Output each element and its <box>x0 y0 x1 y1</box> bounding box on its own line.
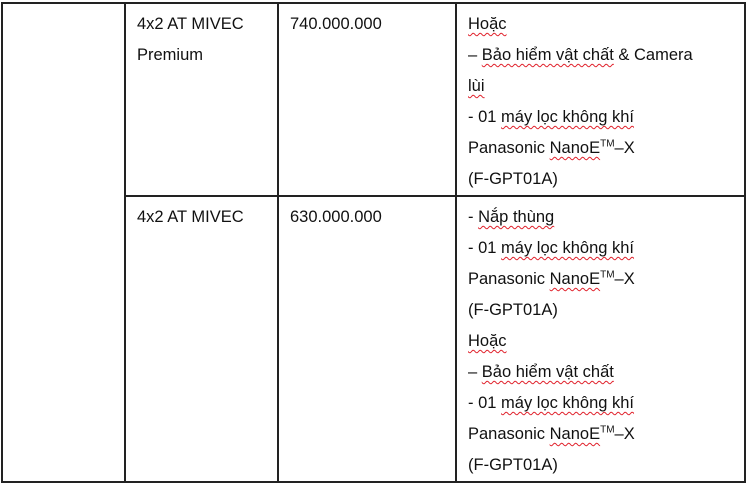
offer-text: Panasonic <box>468 270 550 288</box>
offer-text: - 01 <box>468 239 502 257</box>
offer-line: (F-GPT01A) <box>468 295 734 326</box>
version-text: 4x2 AT MIVEC <box>137 208 244 226</box>
offer-text: Hoặc <box>468 332 507 350</box>
offer-line: Panasonic NanoETM–X <box>468 133 734 164</box>
offer-text: máy lọc không khí <box>501 108 635 126</box>
offer-text: Panasonic <box>468 139 550 157</box>
offer-text: Bảo hiểm vật chất <box>481 363 614 381</box>
trademark-superscript: TM <box>600 269 615 281</box>
offer-line: – Bảo hiểm vật chất <box>468 357 734 388</box>
offer-text: NanoE <box>549 425 601 443</box>
offer-line: Panasonic NanoETM–X <box>468 264 734 295</box>
offer-text: NanoE <box>549 139 601 157</box>
offer-text: –X <box>614 425 635 443</box>
price-cell: 630.000.000 <box>277 195 457 483</box>
offer-line: Panasonic NanoETM–X <box>468 419 734 450</box>
offer-text: - 01 <box>468 394 502 412</box>
offer-cell: Hoặc – Bảo hiểm vật chất & Camera lùi - 01 … <box>455 2 746 197</box>
offer-line: (F-GPT01A) <box>468 164 734 195</box>
merged-model-cell <box>1 2 126 483</box>
offer-text: lùi <box>468 77 485 95</box>
offer-text: Nắp thùng <box>478 208 555 226</box>
offer-text: – <box>468 46 482 64</box>
version-cell: 4x2 AT MIVEC <box>124 195 279 483</box>
offer-text: (F-GPT01A) <box>468 301 558 319</box>
offer-line: Hoặc <box>468 326 734 357</box>
offer-text: - 01 <box>468 108 502 126</box>
version-cell: 4x2 AT MIVEC Premium <box>124 2 279 197</box>
offer-line: - Nắp thùng <box>468 202 734 233</box>
offer-line: - 01 máy lọc không khí <box>468 233 734 264</box>
trademark-superscript: TM <box>600 424 615 436</box>
trademark-superscript: TM <box>600 138 615 150</box>
offer-text: & Camera <box>613 46 693 64</box>
offer-text: - <box>468 208 479 226</box>
table-row: 4x2 AT MIVEC 630.000.000 - Nắp thùng - 01… <box>2 195 746 483</box>
offer-text: – <box>468 363 482 381</box>
offer-line: Hoặc <box>468 9 734 40</box>
offer-text: –X <box>614 270 635 288</box>
offer-text: NanoE <box>549 270 601 288</box>
offer-text: máy lọc không khí <box>501 239 635 257</box>
offer-line: (F-GPT01A) <box>468 450 734 481</box>
offer-text: –X <box>614 139 635 157</box>
offer-line: - 01 máy lọc không khí <box>468 388 734 419</box>
offer-line: lùi <box>468 71 734 102</box>
offer-line: - 01 máy lọc không khí <box>468 102 734 133</box>
offer-text: Hoặc <box>468 15 507 33</box>
offer-cell: - Nắp thùng - 01 máy lọc không khí Panason… <box>455 195 746 483</box>
offer-line: – Bảo hiểm vật chất & Camera <box>468 40 734 71</box>
offer-text: Panasonic <box>468 425 550 443</box>
version-text: 4x2 AT MIVEC <box>137 15 244 33</box>
price-cell: 740.000.000 <box>277 2 457 197</box>
version-text: Premium <box>137 46 204 64</box>
offer-text: (F-GPT01A) <box>468 456 558 474</box>
offer-text: Bảo hiểm vật chất <box>481 46 614 64</box>
offer-text: (F-GPT01A) <box>468 170 558 188</box>
offer-text: máy lọc không khí <box>501 394 635 412</box>
